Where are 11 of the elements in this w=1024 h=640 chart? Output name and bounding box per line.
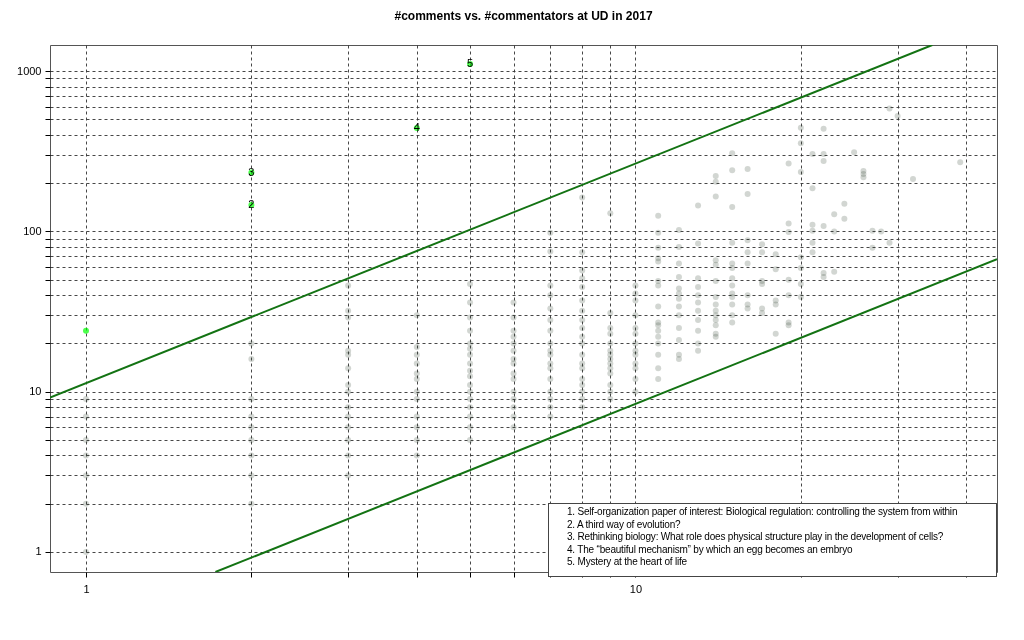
y-tick-label: 1 — [35, 545, 42, 558]
annotation: 4. The “beautiful mechanism” by which an egg becomes an embryo — [567, 543, 854, 556]
annotation: 3 — [248, 165, 255, 178]
annotation: 5. Mystery at the heart of life — [567, 556, 688, 569]
annotation: 2. A third way of evolution? — [567, 518, 682, 531]
y-tick-label: 10 — [29, 385, 42, 398]
y-tick-label: 1000 — [17, 64, 42, 77]
annotation: 3. Rethinking biology: What role does physical structure play in the development of cells? — [567, 531, 945, 544]
annotation: 1. Self-organization paper of interest: Biological regulation: controlling the system from within — [567, 506, 959, 519]
y-tick-label: 100 — [23, 224, 42, 237]
chart-title: #comments vs. #commentators at UD in 2017 — [394, 9, 653, 23]
